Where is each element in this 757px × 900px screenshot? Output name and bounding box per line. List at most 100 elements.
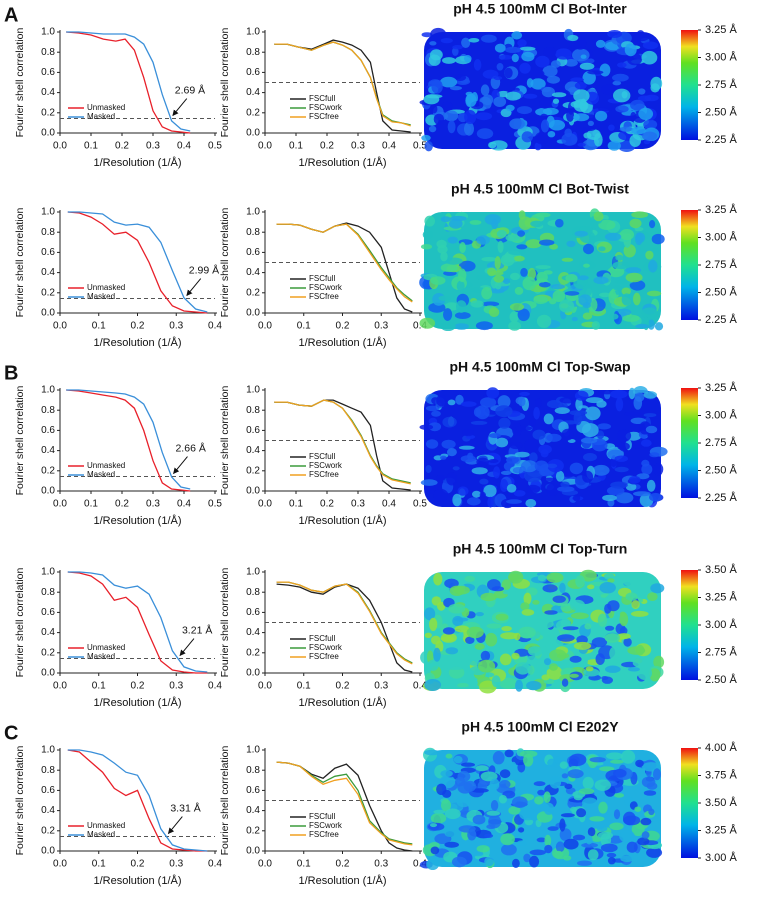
map-blob	[550, 60, 561, 68]
map-blob	[465, 636, 475, 644]
map-blob	[539, 239, 555, 246]
map-blob	[447, 399, 456, 406]
map-blob	[635, 323, 649, 329]
map-blob	[426, 858, 440, 870]
map-blob	[545, 643, 554, 649]
map-blob	[585, 406, 601, 421]
map-blob	[446, 665, 465, 670]
x-tick-label: 0.0	[53, 141, 67, 152]
map-blob	[593, 211, 604, 222]
x-axis-label: 1/Resolution (1/Å)	[93, 696, 181, 709]
legend-label: FSCfree	[309, 112, 339, 121]
map-blob	[525, 239, 542, 249]
legend-label: FSCfull	[309, 634, 335, 643]
map-blob	[505, 234, 521, 242]
map-title: pH 4.5 100mM Cl Top-Swap	[450, 359, 631, 375]
map-blob	[508, 570, 524, 584]
y-tick-label: 0.6	[246, 607, 260, 618]
map-blob	[642, 41, 659, 50]
colorbar-tick-label: 3.00 Å	[705, 618, 737, 631]
colorbar-tick-label: 4.00 Å	[705, 741, 737, 754]
map-blob	[548, 119, 566, 131]
map-blob	[519, 391, 530, 397]
y-tick-label: 0.6	[41, 607, 55, 618]
map-blob	[538, 444, 552, 455]
map-blob	[565, 274, 578, 283]
map-blob	[561, 428, 574, 441]
map-blob	[597, 106, 616, 112]
map-blob	[515, 425, 533, 431]
fsc-curve	[274, 41, 411, 127]
map-blob	[572, 48, 590, 62]
map-blob	[534, 142, 542, 151]
map-blob	[527, 646, 543, 656]
map-blob	[647, 592, 658, 601]
map-blob	[497, 395, 511, 409]
map-blob	[530, 78, 546, 90]
map-blob	[604, 232, 622, 241]
y-tick-label: 1.0	[41, 567, 55, 578]
colorbar	[681, 748, 698, 858]
x-tick-label: 0.4	[382, 499, 396, 510]
map-blob	[646, 479, 656, 492]
map-blob	[424, 679, 442, 691]
y-tick-label: 0.4	[41, 87, 55, 98]
map-blob	[523, 93, 538, 99]
colorbar	[681, 30, 698, 140]
map-blob	[562, 626, 579, 631]
x-axis-label: 1/Resolution (1/Å)	[93, 336, 181, 349]
map-blob	[612, 80, 622, 86]
legend-label: FSCfree	[309, 292, 339, 301]
y-tick-label: 0.8	[246, 47, 260, 58]
y-tick-label: 0.6	[246, 67, 260, 78]
map-blob	[508, 321, 521, 331]
map-blob	[451, 856, 467, 868]
x-tick-label: 0.1	[297, 681, 311, 692]
map-blob	[641, 776, 656, 788]
map-blob	[617, 62, 627, 68]
map-blob	[638, 107, 654, 120]
map-blob	[570, 612, 589, 620]
map-blob	[585, 397, 604, 404]
map-blob	[521, 131, 533, 143]
map-blob	[523, 853, 531, 863]
map-blob	[605, 625, 615, 631]
map-blob	[610, 481, 628, 489]
map-blob	[557, 486, 575, 492]
colorbar-tick-label: 3.00 Å	[705, 851, 737, 864]
map-blob	[430, 276, 446, 285]
map-blob	[542, 65, 558, 77]
map-blob	[541, 674, 550, 681]
map-blob	[595, 653, 605, 665]
map-blob	[440, 455, 447, 460]
map-blob	[649, 668, 661, 682]
map-blob	[491, 675, 501, 688]
map-blob	[633, 491, 651, 497]
map-blob	[559, 761, 568, 769]
legend-label: Masked	[87, 830, 115, 839]
x-tick-label: 0.0	[53, 321, 67, 332]
map-blob	[559, 582, 566, 594]
colorbar-tick-label: 3.00 Å	[705, 50, 737, 63]
map-blob	[504, 749, 514, 758]
map-blob	[425, 405, 440, 412]
map-blob	[573, 113, 590, 122]
map-blob	[520, 602, 530, 611]
map-blob	[619, 611, 626, 617]
map-blob	[650, 583, 665, 594]
map-blob	[541, 477, 558, 482]
map-blob	[493, 96, 507, 108]
map-blob	[468, 38, 480, 43]
map-blob	[489, 778, 500, 791]
x-tick-label: 0.4	[208, 681, 222, 692]
map-blob	[589, 816, 605, 822]
map-blob	[436, 783, 447, 795]
colorbar-tick-label: 2.25 Å	[705, 313, 737, 326]
x-tick-label: 0.2	[336, 321, 350, 332]
map-title: pH 4.5 100mM Cl Bot-Twist	[451, 181, 629, 197]
legend-label: Masked	[87, 652, 115, 661]
map-blob	[464, 575, 476, 583]
y-tick-label: 0.4	[246, 445, 260, 456]
map-blob	[602, 494, 617, 502]
map-blob	[582, 776, 594, 790]
